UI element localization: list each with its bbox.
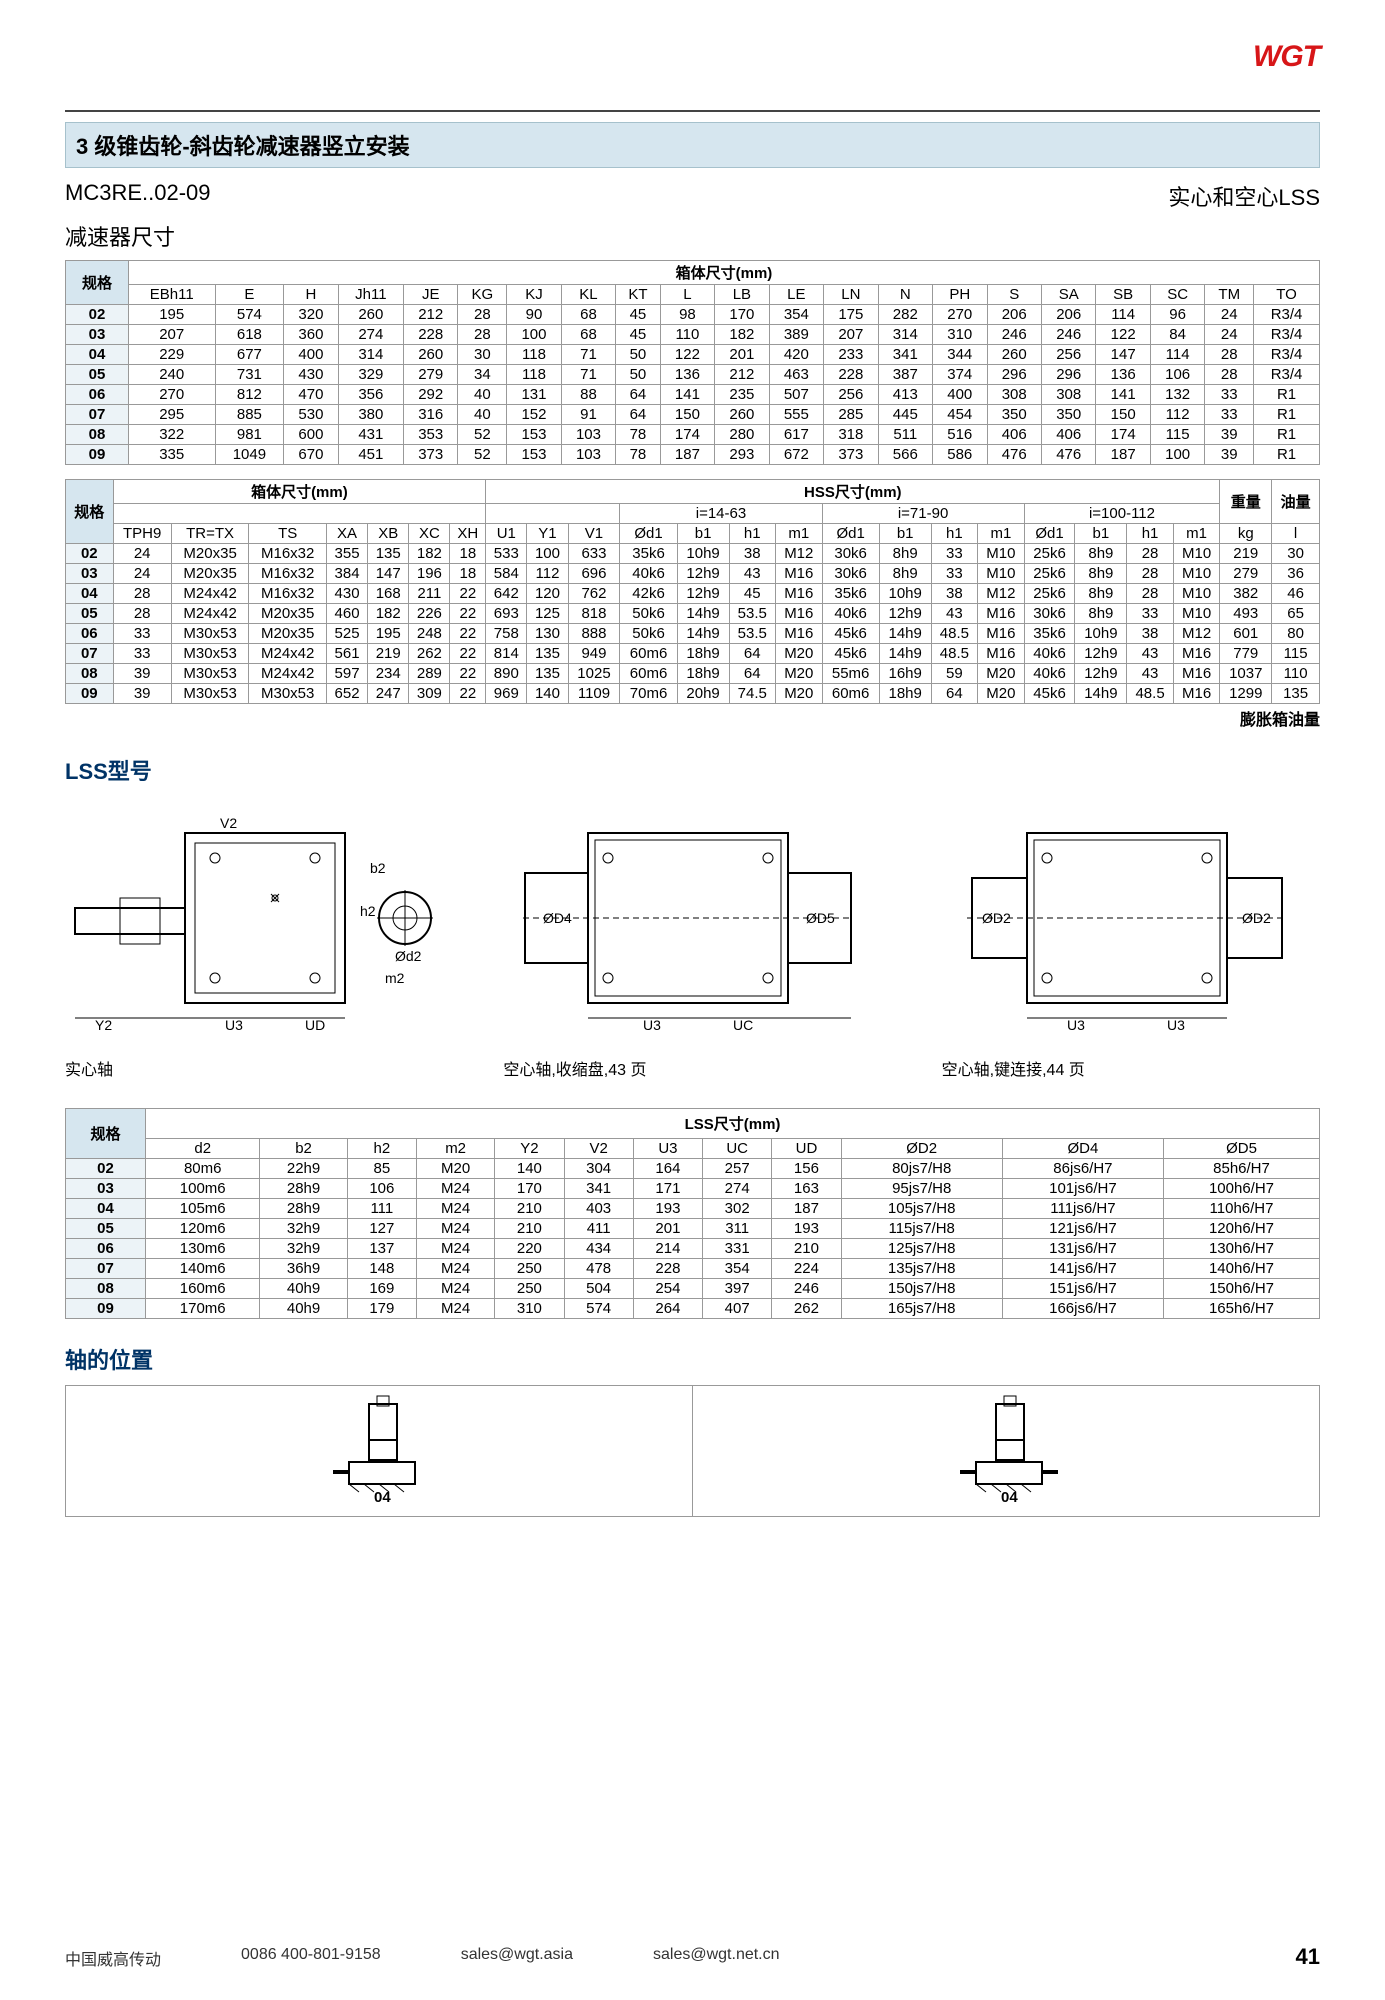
lss-section-title: LSS型号 <box>65 754 1320 786</box>
svg-text:ØD5: ØD5 <box>806 910 835 926</box>
diagram-hollow-shrink: ØD4 ØD5 U3 UC 空心轴,收缩盘,43 页 <box>503 808 881 1080</box>
svg-text:ØD4: ØD4 <box>543 910 572 926</box>
svg-text:h2: h2 <box>360 903 376 919</box>
dim-label: 减速器尺寸 <box>65 220 1320 252</box>
svg-text:UC: UC <box>733 1017 753 1033</box>
diagram-solid-shaft: V2 b2 h2 Ød2 m2 Y2 U3 UD 实心轴 <box>65 808 443 1080</box>
footer-email1: sales@wgt.asia <box>461 1946 573 1970</box>
svg-text:ØD2: ØD2 <box>1242 910 1271 926</box>
section-title: 3 级锥齿轮-斜齿轮减速器竖立安装 <box>65 122 1320 168</box>
model-code: MC3RE..02-09 <box>65 180 211 212</box>
lss-dimension-table: 规格LSS尺寸(mm)d2b2h2m2Y2V2U3UCUDØD2ØD4ØD502… <box>65 1108 1320 1319</box>
svg-text:U3: U3 <box>1167 1017 1185 1033</box>
svg-text:U3: U3 <box>1067 1017 1085 1033</box>
svg-text:b2: b2 <box>370 860 386 876</box>
brand-logo: WGT <box>1253 40 1320 74</box>
variant-label: 实心和空心LSS <box>1168 180 1320 212</box>
shaft-position-box: 04 04 <box>65 1385 1320 1517</box>
svg-text:V2: V2 <box>220 815 237 831</box>
svg-text:m2: m2 <box>385 970 405 986</box>
footer-company: 中国威高传动 <box>65 1946 161 1970</box>
svg-text:Y2: Y2 <box>95 1017 112 1033</box>
svg-text:ØD2: ØD2 <box>982 910 1011 926</box>
expansion-oil-note: 膨胀箱油量 <box>65 706 1320 730</box>
svg-text:Ød2: Ød2 <box>395 948 422 964</box>
page-footer: 中国威高传动 0086 400-801-9158 sales@wgt.asia … <box>65 1946 1320 1970</box>
diagram-caption-2: 空心轴,收缩盘,43 页 <box>503 1056 881 1080</box>
top-divider <box>65 110 1320 112</box>
box-dimension-table: 规格箱体尺寸(mm)EBh11EHJh11JEKGKJKLKTLLBLELNNP… <box>65 260 1320 465</box>
diagram-caption-1: 实心轴 <box>65 1056 443 1080</box>
diagram-hollow-key: ØD2 ØD2 U3 U3 空心轴,键连接,44 页 <box>942 808 1320 1080</box>
svg-text:04: 04 <box>1001 1489 1018 1506</box>
page-number: 41 <box>1296 1944 1320 1970</box>
shaft-pos-icon-right: 04 <box>946 1392 1066 1507</box>
hss-dimension-table: 规格 箱体尺寸(mm) HSS尺寸(mm) 重量 油量 i=14-63 i=71… <box>65 479 1320 704</box>
footer-phone: 0086 400-801-9158 <box>241 1946 381 1970</box>
svg-text:U3: U3 <box>643 1017 661 1033</box>
svg-text:U3: U3 <box>225 1017 243 1033</box>
svg-text:UD: UD <box>305 1017 325 1033</box>
footer-email2: sales@wgt.net.cn <box>653 1946 780 1970</box>
svg-text:04: 04 <box>374 1489 391 1506</box>
shaft-position-title: 轴的位置 <box>65 1343 1320 1375</box>
shaft-pos-icon-left: 04 <box>319 1392 439 1507</box>
diagram-caption-3: 空心轴,键连接,44 页 <box>942 1056 1320 1080</box>
